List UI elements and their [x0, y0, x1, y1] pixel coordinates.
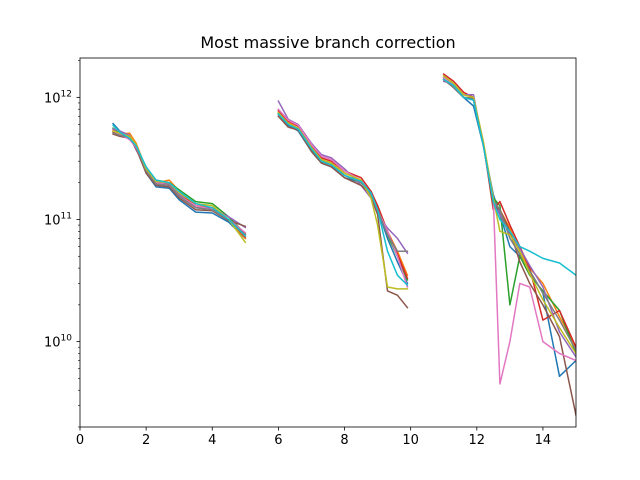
- x-tick-label: 10: [402, 433, 419, 448]
- series-9-line-2: [277, 111, 409, 290]
- plot-frame: [79, 57, 577, 428]
- series-9-line-3: [442, 74, 576, 355]
- x-tick-label: 14: [535, 433, 552, 448]
- x-tick-label: 6: [274, 433, 282, 448]
- plot-area: [80, 58, 576, 427]
- series-4-line-3: [442, 73, 576, 349]
- series-10-line-2: [277, 112, 409, 287]
- chart-title: Most massive branch correction: [200, 33, 455, 52]
- x-tick-label: 4: [208, 433, 216, 448]
- series-7-line-2: [277, 108, 409, 288]
- y-tick-label: 1012: [44, 89, 72, 106]
- y-tick-label: 1011: [44, 211, 72, 228]
- series-10-line-1: [112, 124, 247, 238]
- series-10-line-3: [442, 78, 576, 277]
- x-tick-label: 2: [142, 433, 150, 448]
- y-tick-label: 1010: [44, 334, 72, 351]
- x-tick-label: 8: [340, 433, 348, 448]
- series-10: [112, 78, 576, 287]
- x-tick-label: 12: [469, 433, 486, 448]
- x-tick-label: 0: [76, 433, 84, 448]
- series-layer: [112, 73, 576, 417]
